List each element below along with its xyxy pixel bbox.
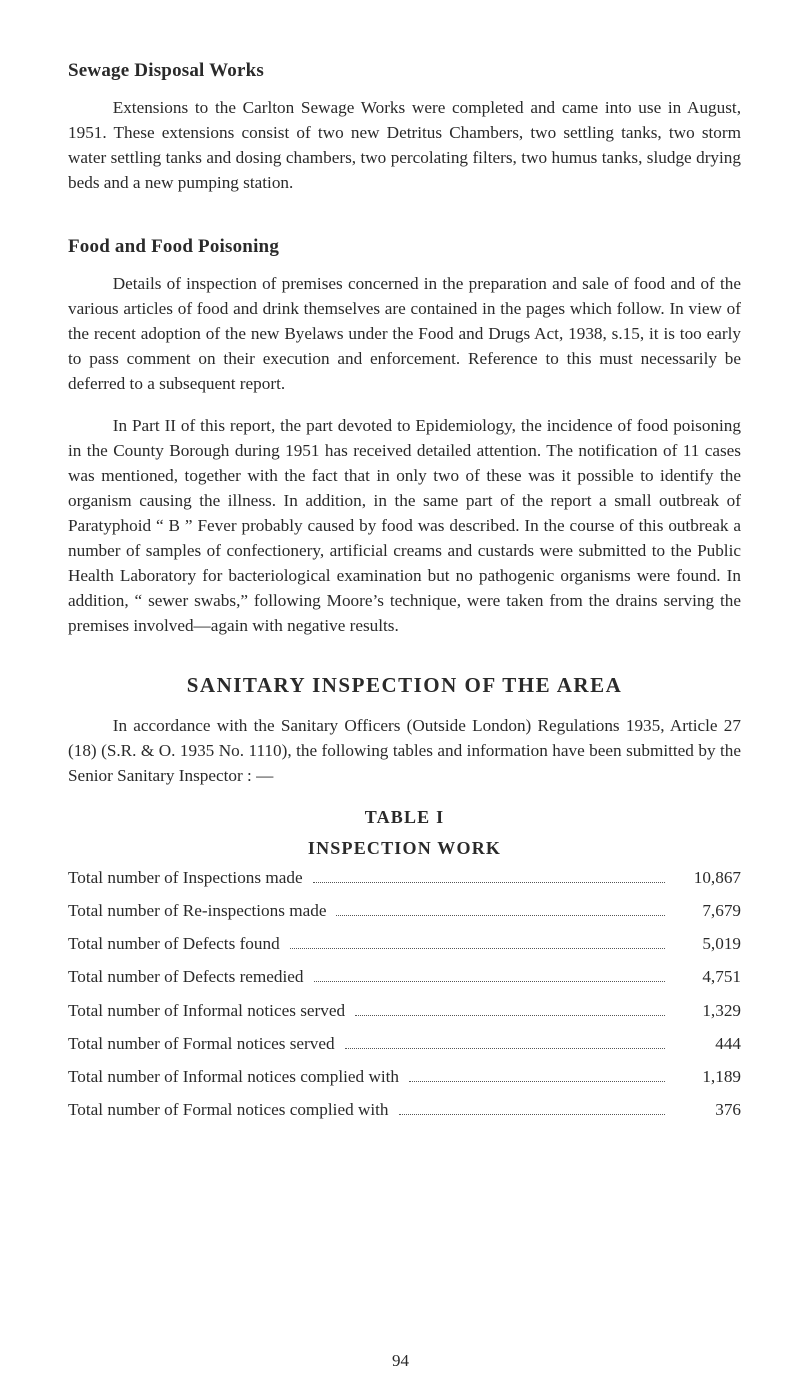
leader-dots	[290, 948, 665, 949]
leader-dots	[313, 882, 665, 883]
heading-sanitary-title: SANITARY INSPECTION OF THE AREA	[68, 673, 741, 698]
table-subheading: INSPECTION WORK	[68, 838, 741, 859]
table-row: Total number of Informal notices complie…	[68, 1068, 741, 1085]
page-number: 94	[0, 1351, 801, 1371]
row-value: 4,751	[675, 968, 741, 985]
row-value: 1,189	[675, 1068, 741, 1085]
row-label: Total number of Formal notices complied …	[68, 1101, 389, 1118]
table-row: Total number of Formal notices complied …	[68, 1101, 741, 1118]
document-page: Sewage Disposal Works Extensions to the …	[0, 0, 801, 1399]
row-value: 444	[675, 1035, 741, 1052]
row-value: 7,679	[675, 902, 741, 919]
heading-food: Food and Food Poisoning	[68, 236, 741, 258]
leader-dots	[399, 1114, 665, 1115]
row-label: Total number of Informal notices served	[68, 1002, 345, 1019]
row-label: Total number of Defects remedied	[68, 968, 304, 985]
row-value: 10,867	[675, 869, 741, 886]
table-label: TABLE I	[68, 807, 741, 828]
row-label: Total number of Informal notices complie…	[68, 1068, 399, 1085]
leader-dots	[345, 1048, 665, 1049]
spacer	[68, 214, 741, 236]
row-label: Total number of Inspections made	[68, 869, 303, 886]
table-row: Total number of Inspections made 10,867	[68, 869, 741, 886]
heading-sewage: Sewage Disposal Works	[68, 60, 741, 82]
table-row: Total number of Defects found 5,019	[68, 935, 741, 952]
table-row: Total number of Informal notices served …	[68, 1002, 741, 1019]
leader-dots	[314, 981, 665, 982]
table-row: Total number of Formal notices served 44…	[68, 1035, 741, 1052]
paragraph-sewage-1: Extensions to the Carlton Sewage Works w…	[68, 96, 741, 196]
row-value: 1,329	[675, 1002, 741, 1019]
row-label: Total number of Re-inspections made	[68, 902, 326, 919]
row-value: 376	[675, 1101, 741, 1118]
row-value: 5,019	[675, 935, 741, 952]
paragraph-food-2: In Part II of this report, the part devo…	[68, 414, 741, 638]
leader-dots	[409, 1081, 665, 1082]
row-label: Total number of Formal notices served	[68, 1035, 335, 1052]
table-row: Total number of Defects remedied 4,751	[68, 968, 741, 985]
paragraph-food-1: Details of inspection of premises concer…	[68, 272, 741, 397]
paragraph-sanitary-intro: In accordance with the Sanitary Officers…	[68, 714, 741, 789]
table-row: Total number of Re-inspections made 7,67…	[68, 902, 741, 919]
leader-dots	[336, 915, 665, 916]
inspection-table: Total number of Inspections made 10,867 …	[68, 869, 741, 1119]
leader-dots	[355, 1015, 665, 1016]
row-label: Total number of Defects found	[68, 935, 280, 952]
